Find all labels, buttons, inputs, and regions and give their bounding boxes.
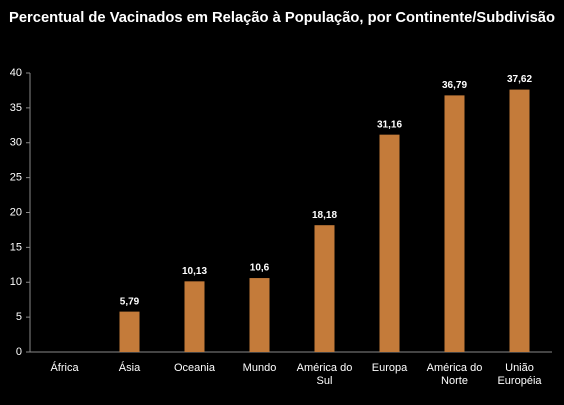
x-tick-label: América do Sul <box>296 362 353 387</box>
x-tick-label: África <box>50 362 79 374</box>
y-tick-label: 30 <box>10 137 22 149</box>
value-label: 18,18 <box>312 210 337 221</box>
y-tick-label: 20 <box>10 206 22 218</box>
bar <box>249 278 270 352</box>
x-tick-label: América do Norte <box>426 362 483 387</box>
x-tick-label: Ásia <box>118 362 141 374</box>
bar <box>379 134 400 352</box>
value-label: 5,79 <box>120 296 140 307</box>
value-label: 36,79 <box>442 80 467 91</box>
y-tick-label: 15 <box>10 241 22 253</box>
value-label: 31,16 <box>377 119 402 130</box>
bar <box>509 89 530 353</box>
x-tick-label: Europa <box>371 362 408 374</box>
x-tick-label: Oceania <box>174 362 215 374</box>
bar <box>444 95 465 353</box>
bar <box>119 311 140 352</box>
y-tick-label: 25 <box>10 172 22 184</box>
y-tick-label: 0 <box>16 346 22 358</box>
x-tick-label: União Européia <box>497 362 542 387</box>
value-label: 10,6 <box>250 263 270 274</box>
bar <box>314 225 335 352</box>
value-label: 10,13 <box>182 266 207 277</box>
y-tick-label: 35 <box>10 102 22 114</box>
bar <box>184 281 205 352</box>
chart-title: Percentual de Vacinados em Relação à Pop… <box>9 9 555 26</box>
value-label: 37,62 <box>507 74 532 85</box>
y-tick-label: 10 <box>10 276 22 288</box>
y-tick-label: 40 <box>10 67 22 79</box>
x-tick-label: Mundo <box>242 362 277 374</box>
y-tick-label: 5 <box>16 311 22 323</box>
